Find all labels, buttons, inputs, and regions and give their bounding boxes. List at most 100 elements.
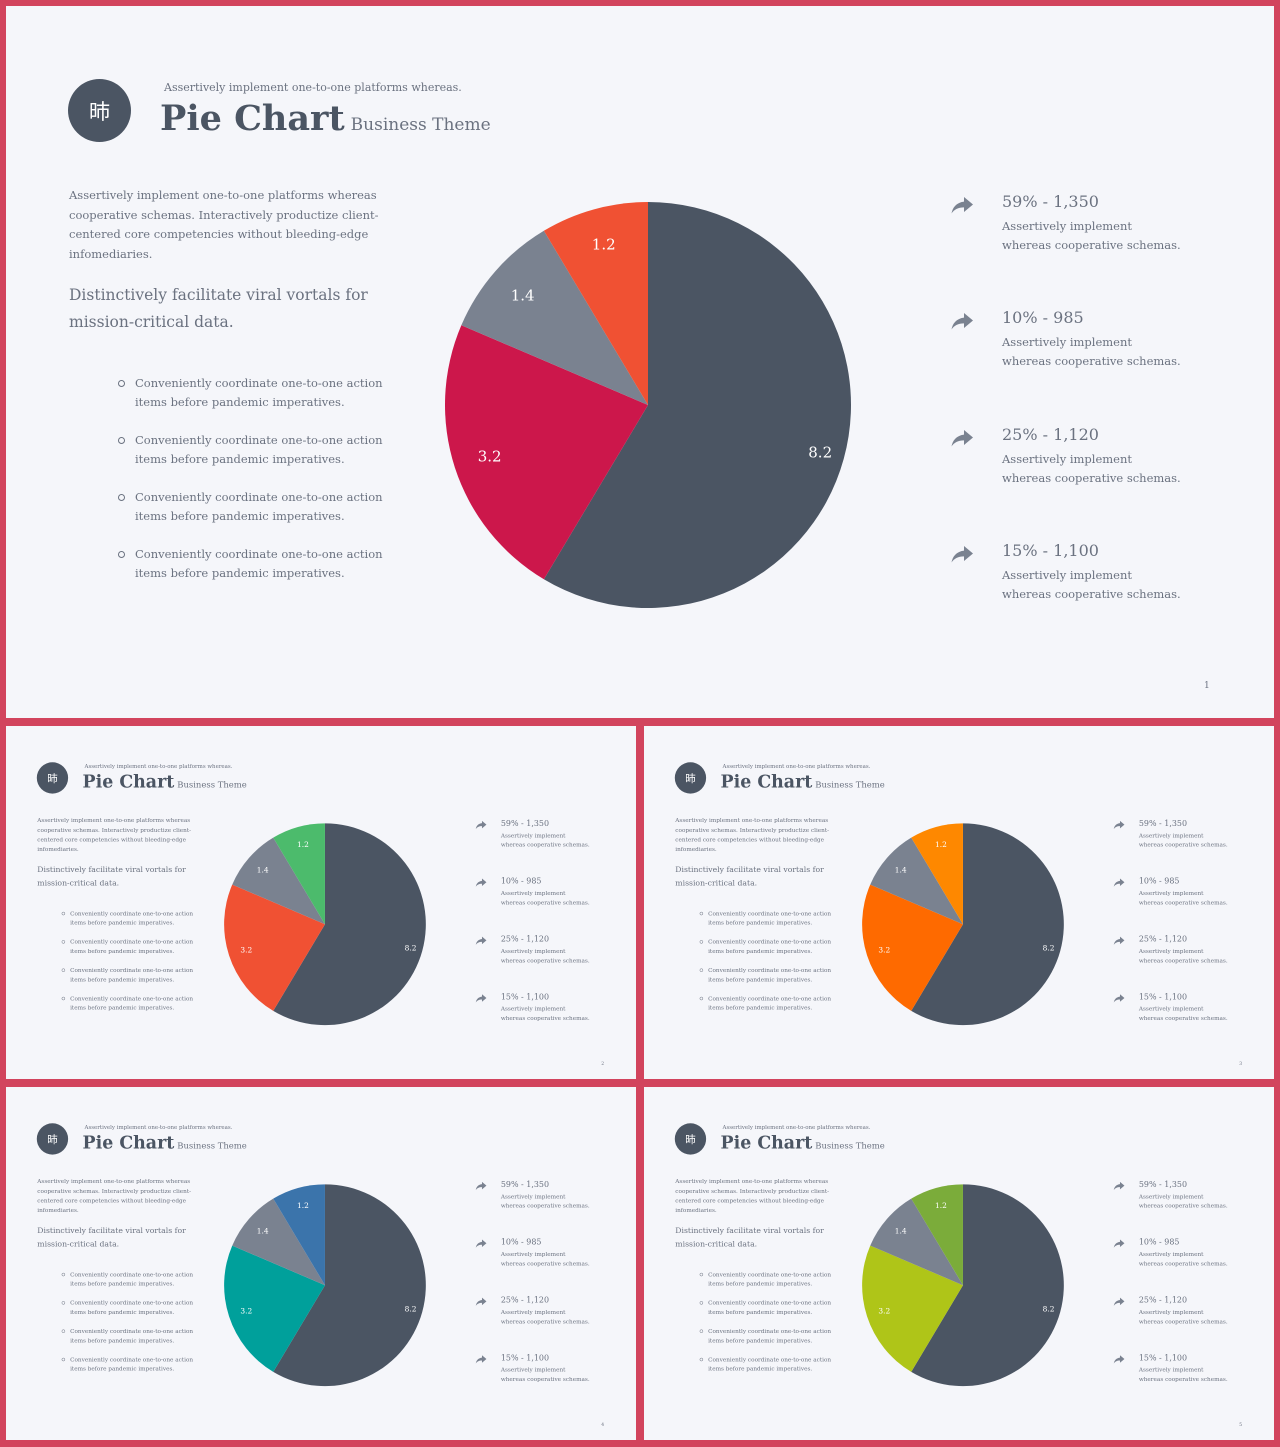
kicker-text: Assertively implement one-to-one platfor…: [164, 81, 462, 94]
bullet-dot-icon: [699, 1329, 704, 1333]
bullet-dot-icon: [61, 1329, 66, 1333]
pie-slice-label: 1.2: [935, 840, 947, 849]
share-arrow-icon: [951, 430, 973, 447]
stat-description: Assertively implement whereas cooperativ…: [1002, 219, 1181, 252]
bullet-dot-icon: [61, 996, 66, 1001]
pie-slice-label: 1.2: [935, 1201, 947, 1210]
share-arrow-icon: [1113, 1297, 1125, 1306]
stat-value: 59% - 1,350: [500, 1179, 550, 1189]
bullet-text: Conveniently coordinate one-to-one actio…: [70, 1270, 194, 1288]
pie-slice-label: 1.4: [895, 1226, 907, 1235]
stat-value: 59% - 1,350: [500, 818, 550, 828]
bullet-dot-icon: [118, 437, 125, 444]
bullet-text: Conveniently coordinate one-to-one actio…: [708, 966, 832, 983]
title-row: Pie Chart Business Theme: [721, 1133, 885, 1153]
bullet-text: Conveniently coordinate one-to-one actio…: [70, 938, 194, 955]
stat-value: 15% - 1,100: [1138, 991, 1188, 1002]
title-row: Pie Chart Business Theme: [721, 772, 885, 792]
lead-paragraph: Distinctively facilitate viral vortals f…: [675, 865, 824, 888]
bullet-dot-icon: [61, 1272, 66, 1277]
logo-badge: 昁: [674, 762, 707, 794]
stat-value: 25% - 1,120: [1138, 934, 1188, 944]
pie-slice-label: 1.2: [592, 236, 616, 254]
stat-value: 10% - 985: [500, 1237, 542, 1247]
pie-slice: [224, 1245, 325, 1372]
bullet-item: Conveniently coordinate one-to-one actio…: [118, 374, 408, 412]
pie-slice-label: 3.2: [240, 945, 252, 954]
page-number: 1: [1204, 681, 1210, 691]
bullet-text: Conveniently coordinate one-to-one actio…: [70, 994, 194, 1012]
bullet-item: Conveniently coordinate one-to-one actio…: [699, 1270, 844, 1289]
page-number: 4: [601, 1422, 605, 1428]
pie-slice: [461, 230, 648, 405]
slide-subtitle: Business Theme: [815, 1141, 885, 1152]
share-arrow-icon: [951, 197, 973, 214]
share-arrow-icon: [1113, 1181, 1125, 1191]
stat-value: 10% - 985: [500, 876, 542, 886]
bullet-dot-icon: [61, 1301, 66, 1305]
slide-title: Pie Chart: [82, 771, 175, 793]
share-arrow-icon: [475, 1297, 487, 1306]
pie-slice-label: 3.2: [878, 1306, 890, 1315]
pie-chart: 8.2 3.2 1.4 1.2: [862, 1184, 1064, 1387]
slide-1: 昁 Assertively implement one-to-one platf…: [6, 6, 1274, 718]
pie-slice-label: 1.2: [297, 840, 309, 849]
pie-chart: 8.2 3.2 1.4 1.2: [224, 823, 426, 1026]
bullet-dot-icon: [699, 940, 704, 944]
bullet-text: Conveniently coordinate one-to-one actio…: [135, 547, 383, 580]
share-arrow-icon: [951, 313, 973, 330]
pie-slice: [870, 1198, 963, 1286]
bullet-item: Conveniently coordinate one-to-one actio…: [699, 1355, 844, 1374]
intro-paragraph: Assertively implement one-to-one platfor…: [37, 816, 192, 853]
bullet-text: Conveniently coordinate one-to-one actio…: [708, 1270, 832, 1288]
bullet-text: Conveniently coordinate one-to-one actio…: [135, 433, 383, 466]
share-arrow-icon: [1113, 994, 1125, 1003]
intro-paragraph: Assertively implement one-to-one platfor…: [675, 1177, 830, 1214]
bullet-dot-icon: [699, 968, 704, 972]
stat-description: Assertively implement whereas cooperativ…: [500, 947, 590, 964]
share-arrow-icon: [475, 936, 487, 945]
bullet-dot-icon: [61, 940, 66, 944]
pie-chart: 8.2 3.2 1.4 1.2: [445, 202, 851, 608]
bullet-list: Conveniently coordinate one-to-one actio…: [61, 1270, 206, 1383]
bullet-text: Conveniently coordinate one-to-one actio…: [70, 1299, 194, 1316]
bullet-dot-icon: [61, 1357, 66, 1362]
bullet-dot-icon: [61, 911, 66, 916]
slide-3: 昁 Assertively implement one-to-one platf…: [644, 726, 1274, 1079]
bullet-text: Conveniently coordinate one-to-one actio…: [70, 909, 194, 927]
stat-value: 59% - 1,350: [1002, 192, 1099, 211]
stat-description: Assertively implement whereas cooperativ…: [500, 1366, 590, 1383]
stat-description: Assertively implement whereas cooperativ…: [500, 889, 590, 906]
stat-value: 15% - 1,100: [500, 991, 550, 1002]
slide-content: 昁 Assertively implement one-to-one platf…: [6, 6, 1274, 718]
bullet-text: Conveniently coordinate one-to-one actio…: [708, 909, 832, 927]
pie-slice: [870, 837, 963, 925]
logo-badge: 昁: [36, 1123, 69, 1155]
page-number: 5: [1239, 1422, 1243, 1428]
bullet-dot-icon: [118, 380, 125, 387]
bullet-item: Conveniently coordinate one-to-one actio…: [118, 545, 408, 583]
stat-description: Assertively implement whereas cooperativ…: [1138, 1366, 1228, 1383]
pie-chart: 8.2 3.2 1.4 1.2: [862, 823, 1064, 1026]
slide-subtitle: Business Theme: [177, 780, 247, 791]
slide-subtitle: Business Theme: [177, 1141, 247, 1152]
stat-description: Assertively implement whereas cooperativ…: [1138, 947, 1228, 964]
pie-slice-label: 8.2: [405, 1304, 417, 1313]
bullet-text: Conveniently coordinate one-to-one actio…: [70, 966, 194, 983]
pie-slice: [911, 1184, 963, 1286]
slide-content: 昁 Assertively implement one-to-one platf…: [6, 726, 636, 1079]
kicker-text: Assertively implement one-to-one platfor…: [84, 1124, 233, 1131]
page-number: 2: [601, 1061, 605, 1067]
bullet-dot-icon: [699, 911, 704, 916]
bullet-item: Conveniently coordinate one-to-one actio…: [61, 994, 206, 1013]
slide-4: 昁 Assertively implement one-to-one platf…: [6, 1087, 636, 1440]
pie-slice-label: 8.2: [405, 943, 417, 952]
bullet-list: Conveniently coordinate one-to-one actio…: [118, 374, 408, 602]
bullet-text: Conveniently coordinate one-to-one actio…: [708, 938, 832, 955]
share-arrow-icon: [475, 820, 487, 830]
lead-paragraph: Distinctively facilitate viral vortals f…: [37, 1226, 186, 1249]
stat-description: Assertively implement whereas cooperativ…: [500, 1005, 590, 1022]
share-arrow-icon: [1113, 1239, 1125, 1248]
bullet-text: Conveniently coordinate one-to-one actio…: [70, 1355, 194, 1373]
bullet-text: Conveniently coordinate one-to-one actio…: [708, 1327, 832, 1344]
